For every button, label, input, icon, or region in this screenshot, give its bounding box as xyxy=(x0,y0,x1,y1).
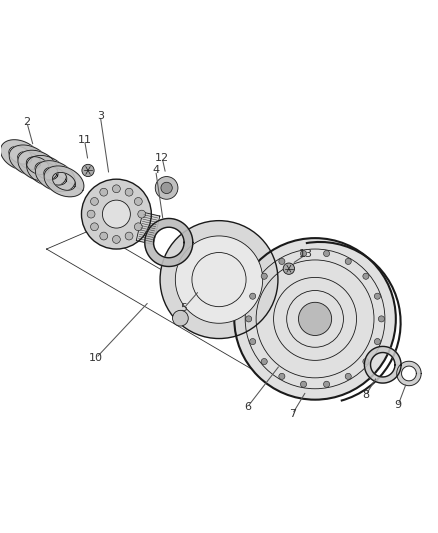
Text: 8: 8 xyxy=(362,390,369,400)
Circle shape xyxy=(300,251,307,256)
Circle shape xyxy=(125,188,133,196)
Circle shape xyxy=(82,164,94,176)
Text: 12: 12 xyxy=(155,153,170,163)
Polygon shape xyxy=(145,219,193,266)
Polygon shape xyxy=(9,145,49,176)
Text: 5: 5 xyxy=(180,303,187,313)
Polygon shape xyxy=(364,346,401,383)
Circle shape xyxy=(345,373,351,379)
Polygon shape xyxy=(0,140,40,171)
Circle shape xyxy=(173,310,188,326)
Circle shape xyxy=(160,221,278,338)
Circle shape xyxy=(324,381,330,387)
Circle shape xyxy=(134,223,142,231)
Circle shape xyxy=(246,316,252,322)
Circle shape xyxy=(102,200,131,228)
Circle shape xyxy=(155,176,178,199)
Circle shape xyxy=(279,259,285,264)
Circle shape xyxy=(283,263,294,274)
Text: 2: 2 xyxy=(23,117,31,127)
Circle shape xyxy=(345,259,351,264)
Circle shape xyxy=(250,338,256,345)
Circle shape xyxy=(100,232,108,240)
Circle shape xyxy=(113,236,120,244)
Circle shape xyxy=(234,238,396,400)
Circle shape xyxy=(87,210,95,218)
Circle shape xyxy=(261,273,267,279)
Circle shape xyxy=(125,232,133,240)
Text: 7: 7 xyxy=(289,409,296,419)
Circle shape xyxy=(250,293,256,299)
Polygon shape xyxy=(18,150,58,181)
Circle shape xyxy=(100,188,108,196)
Circle shape xyxy=(175,236,263,323)
Circle shape xyxy=(378,316,385,322)
Circle shape xyxy=(298,302,332,335)
Circle shape xyxy=(161,182,172,193)
Circle shape xyxy=(81,179,151,249)
Polygon shape xyxy=(27,156,67,187)
Circle shape xyxy=(279,373,285,379)
Circle shape xyxy=(374,293,381,299)
Text: 10: 10 xyxy=(89,353,103,363)
Polygon shape xyxy=(44,166,84,197)
Circle shape xyxy=(363,359,369,365)
Text: 6: 6 xyxy=(244,402,251,412)
Circle shape xyxy=(324,251,330,256)
Circle shape xyxy=(261,359,267,365)
Polygon shape xyxy=(397,361,421,386)
Circle shape xyxy=(134,198,142,205)
Text: 11: 11 xyxy=(78,135,92,145)
Circle shape xyxy=(91,198,99,205)
Text: 4: 4 xyxy=(152,165,159,175)
Circle shape xyxy=(300,381,307,387)
Circle shape xyxy=(138,210,146,218)
Polygon shape xyxy=(136,212,160,245)
Polygon shape xyxy=(35,160,75,191)
Text: 3: 3 xyxy=(97,111,104,121)
Text: 13: 13 xyxy=(299,249,313,259)
Circle shape xyxy=(113,185,120,193)
Circle shape xyxy=(374,338,381,345)
Circle shape xyxy=(363,273,369,279)
Circle shape xyxy=(91,223,99,231)
Text: 9: 9 xyxy=(395,400,402,410)
